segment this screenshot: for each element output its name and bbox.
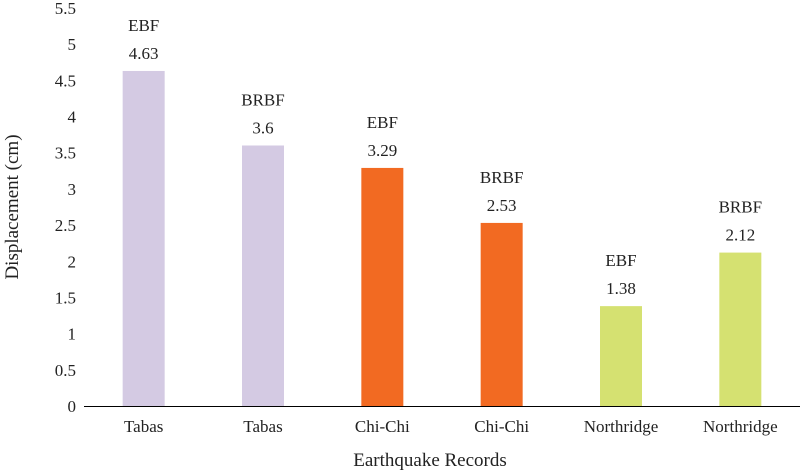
bar-value-label: 2.12 (725, 226, 755, 245)
bar-ebf-northridge (600, 306, 642, 406)
x-tick-label: Chi-Chi (355, 417, 410, 436)
y-axis-title: Displacement (cm) (2, 134, 23, 279)
x-tick-label: Northridge (584, 417, 659, 436)
bar-value-label: 2.53 (487, 196, 517, 215)
bar-value-label: 4.63 (129, 44, 159, 63)
y-tick-label: 0 (68, 397, 77, 416)
y-tick-label: 4.5 (55, 71, 76, 90)
bar-value-label: 1.38 (606, 279, 636, 298)
y-tick-label: 3.5 (55, 144, 76, 163)
y-tick-label: 3 (68, 180, 77, 199)
x-tick-label: Tabas (124, 417, 163, 436)
y-tick-label: 1.5 (55, 288, 76, 307)
y-tick-label: 4 (68, 108, 77, 127)
x-tick-label: Northridge (703, 417, 778, 436)
y-tick-label: 5 (68, 35, 77, 54)
y-tick-label: 0.5 (55, 361, 76, 380)
bars-group (122, 70, 762, 406)
y-tick-label: 2 (68, 252, 77, 271)
bar-series-label: BRBF (241, 90, 284, 109)
bar-value-label: 3.6 (252, 118, 273, 137)
y-axis-ticks: 0 0.5 1 1.5 2 2.5 3 3.5 4 4.5 5 5.5 (55, 0, 77, 416)
x-tick-label: Chi-Chi (474, 417, 529, 436)
y-tick-label: 5.5 (55, 0, 76, 18)
bar-series-label: BRBF (480, 168, 523, 187)
bar-series-label: EBF (605, 251, 636, 270)
y-tick-label: 2.5 (55, 216, 76, 235)
bar-ebf-tabas (122, 70, 165, 406)
bar-ebf-chi-chi (361, 167, 404, 406)
bar-labels-group: 4.63 EBF 3.6 BRBF 3.29 EBF 2.53 BRBF 1.38 EBF 2.12… (128, 16, 762, 298)
bar-brbf-northridge (719, 252, 762, 406)
x-axis-title: Earthquake Records (353, 450, 507, 471)
x-axis-ticks: Tabas Tabas Chi-Chi Chi-Chi Northridge Northr… (124, 417, 778, 436)
bar-series-label: EBF (367, 113, 398, 132)
bar-series-label: BRBF (719, 198, 762, 217)
x-tick-label: Tabas (243, 417, 282, 436)
bar-series-label: EBF (128, 16, 159, 35)
bar-brbf-chi-chi (480, 222, 523, 406)
y-tick-label: 1 (68, 325, 77, 344)
bar-value-label: 3.29 (367, 141, 397, 160)
bar-brbf-tabas (242, 145, 284, 406)
